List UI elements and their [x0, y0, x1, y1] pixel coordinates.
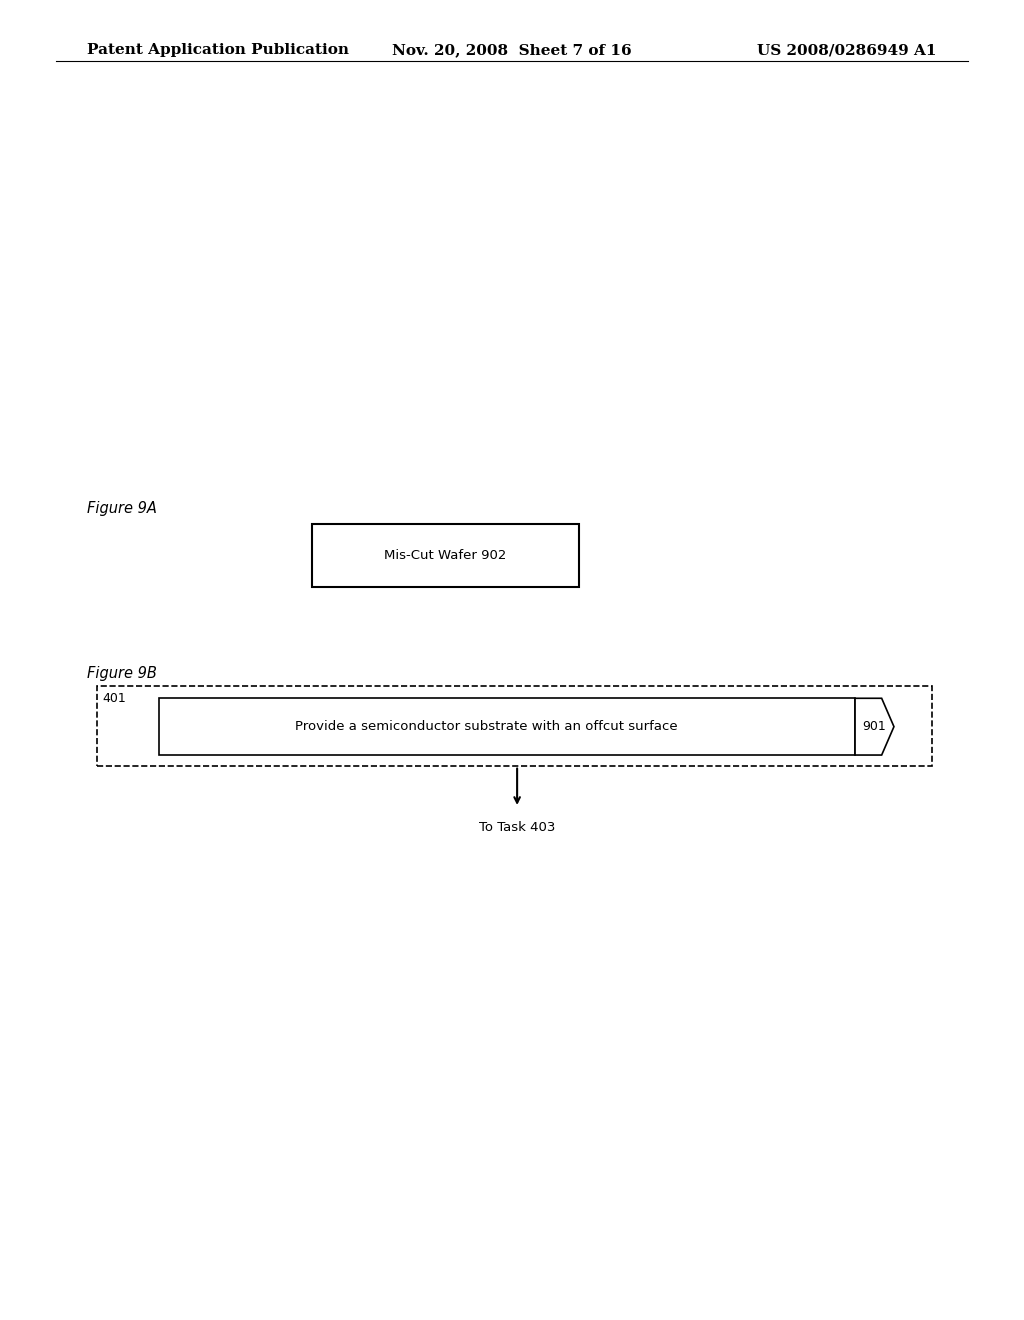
Text: US 2008/0286949 A1: US 2008/0286949 A1: [758, 44, 937, 57]
FancyBboxPatch shape: [312, 524, 579, 587]
Text: Mis-Cut Wafer 902: Mis-Cut Wafer 902: [384, 549, 507, 562]
FancyBboxPatch shape: [159, 698, 855, 755]
Text: To Task 403: To Task 403: [479, 821, 555, 834]
Text: Nov. 20, 2008  Sheet 7 of 16: Nov. 20, 2008 Sheet 7 of 16: [392, 44, 632, 57]
Text: Patent Application Publication: Patent Application Publication: [87, 44, 349, 57]
Text: Figure 9B: Figure 9B: [87, 665, 157, 681]
Text: Figure 9A: Figure 9A: [87, 500, 157, 516]
Text: 401: 401: [102, 692, 126, 705]
Text: Provide a semiconductor substrate with an offcut surface: Provide a semiconductor substrate with a…: [295, 721, 678, 733]
FancyBboxPatch shape: [97, 686, 932, 766]
Polygon shape: [855, 698, 894, 755]
Text: 901: 901: [862, 721, 887, 733]
